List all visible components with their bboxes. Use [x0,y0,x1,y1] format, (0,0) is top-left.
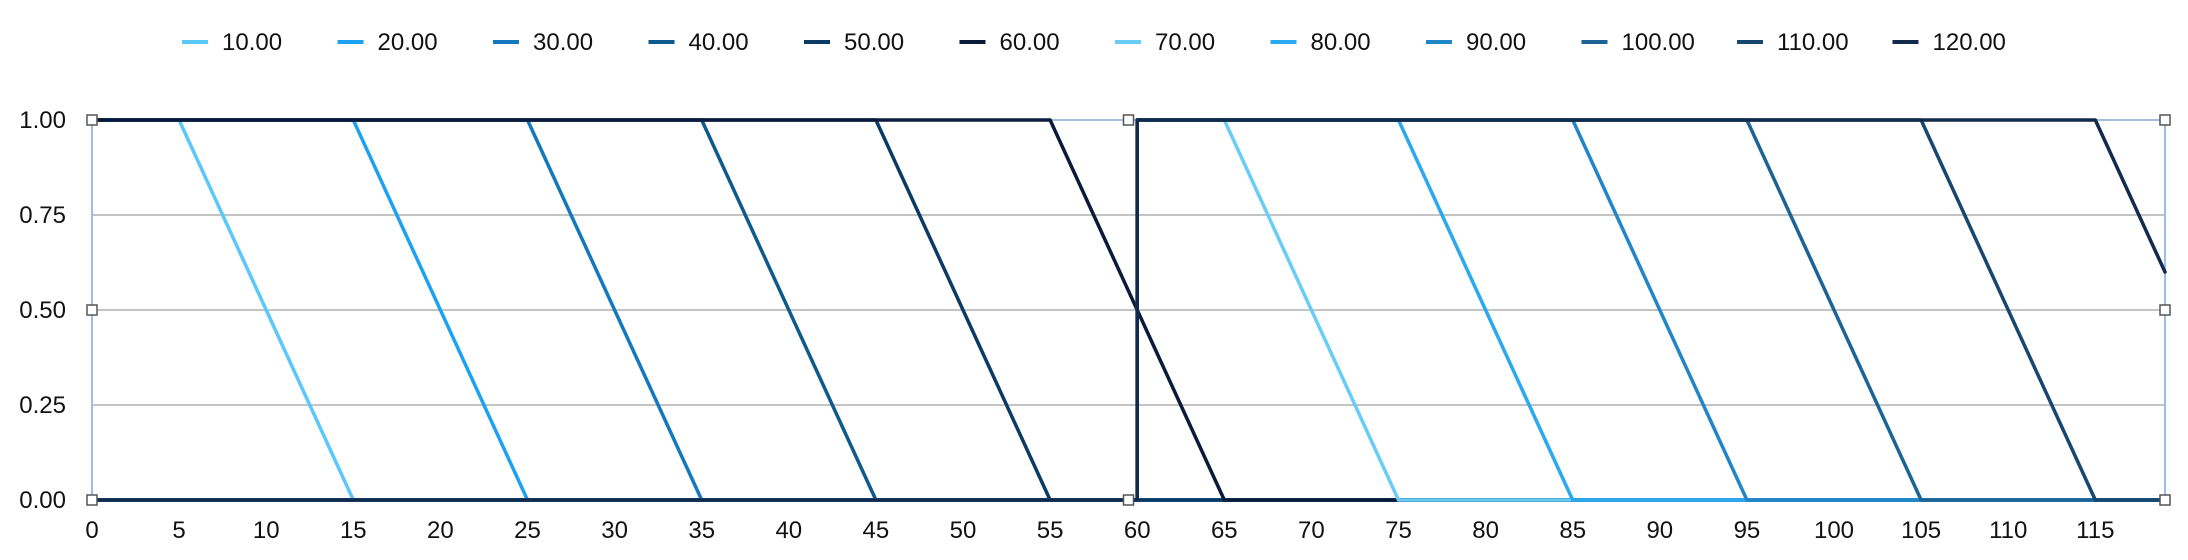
legend-label: 50.00 [844,29,904,56]
x-tick-label: 30 [601,517,628,544]
legend-label: 60.00 [1000,29,1060,56]
resize-handle[interactable] [2159,494,2171,506]
legend-item: 100.00 [1581,29,1695,56]
legend-label: 70.00 [1155,29,1215,56]
legend-item: 120.00 [1892,29,2006,56]
series-line-120.00 [90,118,2167,502]
x-tick-label: 60 [1124,517,1151,544]
x-tick-label: 110 [1989,517,2027,544]
x-tick-label: 100 [1814,517,1854,544]
legend-item: 40.00 [648,29,749,56]
legend-label: 40.00 [689,29,749,56]
legend-label: 110.00 [1777,29,1849,56]
legend: 10.00 20.00 30.00 40.00 50.00 60.00 70.00 80.00… [182,29,2006,56]
legend-label: 30.00 [533,29,593,56]
resize-handle[interactable] [1122,114,1135,126]
legend-label: 10.00 [222,29,282,56]
x-tick-label: 20 [427,517,454,544]
y-tick-label: 0.50 [19,297,66,324]
y-tick-label: 1.00 [19,107,66,134]
x-tick-label: 10 [253,517,280,544]
legend-item: 60.00 [959,29,1060,56]
x-tick-label: 95 [1734,517,1761,544]
y-tick-label: 0.00 [19,487,66,514]
axes: 0.00 0.25 0.50 0.75 1.00 0 5 10 15 20 25 30 35 40 45 50… [19,107,2166,544]
gridlines [92,119,2165,501]
x-tick-label: 70 [1298,517,1325,544]
x-tick-label: 15 [340,517,367,544]
legend-item: 70.00 [1115,29,1215,56]
legend-item: 30.00 [493,29,593,56]
legend-label: 100.00 [1622,29,1695,56]
x-tick-label: 5 [172,517,185,544]
x-tick-label: 80 [1472,517,1499,544]
legend-label: 80.00 [1311,29,1371,56]
legend-item: 110.00 [1737,29,1849,56]
x-tick-label: 90 [1646,517,1673,544]
resize-handle[interactable] [86,304,98,316]
legend-label: 20.00 [378,29,438,56]
y-tick-label: 0.75 [19,202,66,229]
x-tick-label: 105 [1901,517,1941,544]
legend-label: 90.00 [1466,29,1526,56]
x-tick-label: 45 [863,517,890,544]
x-tick-label: 40 [775,517,802,544]
x-tick-label: 65 [1211,517,1238,544]
x-tick-label: 50 [950,517,977,544]
resize-handle[interactable] [1122,494,1135,506]
x-tick-label: 85 [1559,517,1586,544]
legend-item: 90.00 [1426,29,1526,56]
selection-handles [86,114,2171,506]
x-tick-label: 115 [2076,517,2114,544]
resize-handle[interactable] [86,114,98,126]
legend-label: 120.00 [1933,29,2006,56]
series-lines [90,118,2167,502]
resize-handle[interactable] [86,494,98,506]
resize-handle[interactable] [2159,304,2171,316]
legend-item: 80.00 [1270,29,1371,56]
x-tick-label: 75 [1385,517,1412,544]
resize-handle[interactable] [2159,114,2171,126]
legend-item: 20.00 [337,29,438,56]
x-tick-label: 0 [85,517,98,544]
legend-item: 10.00 [182,29,282,56]
x-tick-label: 35 [688,517,715,544]
y-tick-label: 0.25 [19,392,66,419]
x-tick-label: 55 [1037,517,1064,544]
legend-item: 50.00 [804,29,904,56]
x-tick-label: 25 [514,517,541,544]
